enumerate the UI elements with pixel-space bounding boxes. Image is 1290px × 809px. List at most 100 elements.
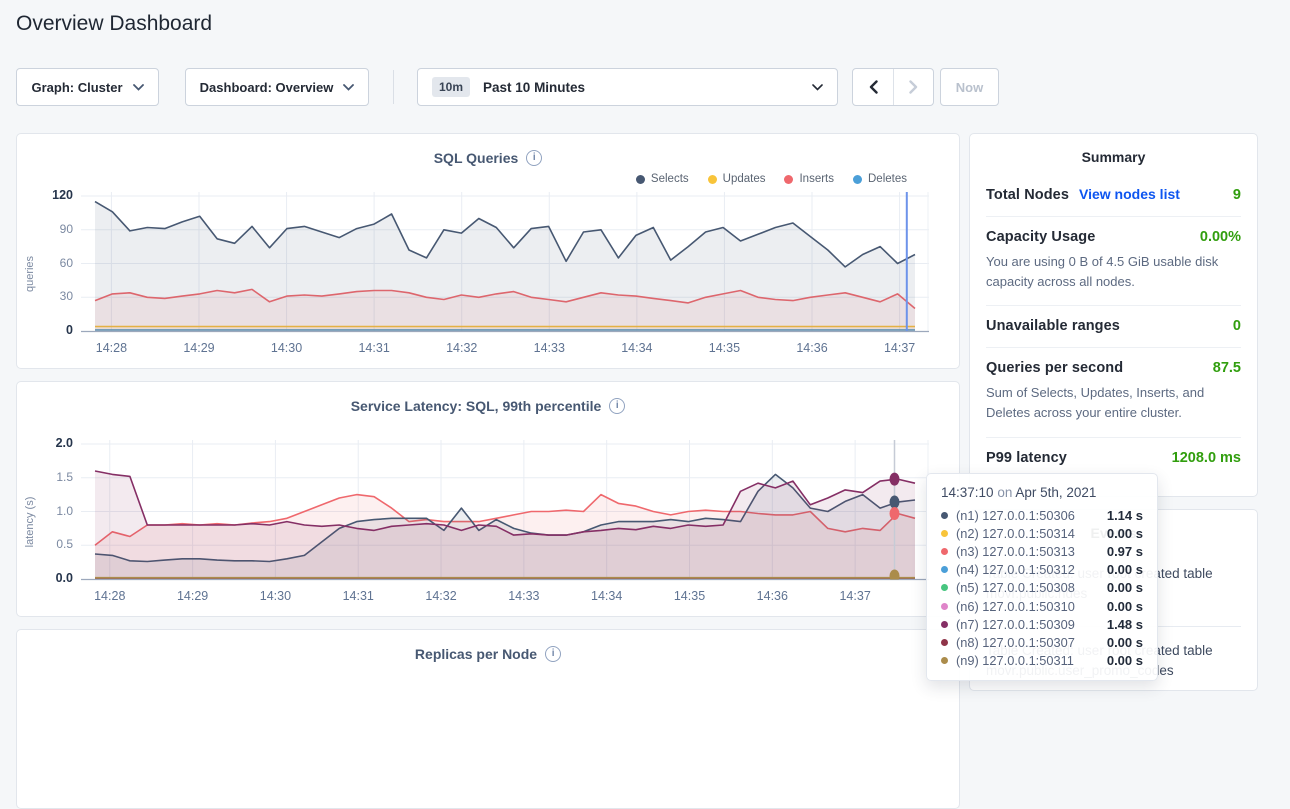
node-color-dot-icon: [941, 566, 948, 573]
tooltip-node-address: (n6) 127.0.0.1:50310: [956, 599, 1075, 614]
legend-label: Inserts: [799, 173, 834, 185]
service-latency-panel: Service Latency: SQL, 99th percentile i …: [16, 381, 960, 617]
tooltip-row: (n9) 127.0.0.1:50311 0.00 s: [941, 652, 1143, 670]
chart-title: Service Latency: SQL, 99th percentile: [351, 398, 602, 414]
y-tick-label: 30: [60, 289, 73, 303]
tooltip-row: (n8) 127.0.0.1:503070.00 s: [941, 633, 1143, 651]
y-tick-label: 60: [60, 256, 73, 270]
y-tick-label: 0.0: [56, 571, 73, 585]
toolbar-divider: [393, 70, 394, 104]
summary-value: 1208.0 ms: [1172, 450, 1241, 466]
x-tick-label: 14:36: [796, 341, 827, 355]
dashboard-body: SQL Queries i Selects Updates Inserts Delet…: [16, 133, 1258, 809]
tooltip-node-address: (n9) 127.0.0.1:50311: [956, 653, 1074, 668]
graph-dropdown[interactable]: Graph: Cluster: [16, 68, 159, 106]
x-tick-label: 14:37: [884, 341, 915, 355]
node-color-dot-icon: [941, 639, 948, 646]
chart-tooltip: 14:37:10 on Apr 5th, 2021 (n1) 127.0.0.1…: [926, 473, 1158, 681]
x-tick-label: 14:33: [534, 341, 565, 355]
x-tick-label: 14:33: [508, 589, 539, 603]
tooltip-node-latency: 1.48 s: [1107, 617, 1143, 632]
x-tick-label: 14:36: [757, 589, 788, 603]
summary-panel: Summary Total Nodes View nodes list 9 Capac…: [969, 133, 1258, 497]
legend-dot-icon: [708, 175, 717, 184]
tooltip-node-latency: 0.00 s: [1107, 580, 1143, 595]
summary-label: Unavailable ranges: [986, 318, 1120, 334]
time-range-selector[interactable]: 10m Past 10 Minutes: [417, 68, 838, 106]
summary-value: 9: [1233, 187, 1241, 203]
info-icon[interactable]: i: [545, 646, 561, 662]
sql-queries-plot[interactable]: 14:2814:2914:3014:3114:3214:3314:3414:35…: [81, 188, 929, 360]
info-icon[interactable]: i: [526, 150, 542, 166]
tooltip-date: Apr 5th, 2021: [1015, 485, 1096, 500]
x-tick-label: 14:37: [839, 589, 870, 603]
info-icon[interactable]: i: [609, 398, 625, 414]
legend-label: Deletes: [868, 173, 907, 185]
x-tick-label: 14:28: [96, 341, 127, 355]
summary-description: You are using 0 B of 4.5 GiB usable disk…: [986, 252, 1241, 292]
tooltip-node-address: (n5) 127.0.0.1:50308: [956, 580, 1075, 595]
tooltip-node-address: (n7) 127.0.0.1:50309: [956, 617, 1075, 632]
x-tick-label: 14:32: [425, 589, 456, 603]
summary-label: Total Nodes: [986, 187, 1069, 203]
tooltip-row: (n1) 127.0.0.1:503061.14 s: [941, 506, 1143, 524]
time-range-label: Past 10 Minutes: [483, 80, 585, 95]
tooltip-node-latency: 1.14 s: [1107, 508, 1143, 523]
y-tick-label: 120: [52, 188, 73, 202]
tooltip-row: (n5) 127.0.0.1:50308 0.00 s: [941, 579, 1143, 597]
x-tick-label: 14:29: [183, 341, 214, 355]
summary-value: 0.00%: [1200, 229, 1241, 245]
tooltip-time: 14:37:10: [941, 485, 994, 500]
replicas-per-node-panel: Replicas per Node i: [16, 629, 960, 809]
tooltip-node-latency: 0.00 s: [1107, 526, 1143, 541]
summary-row: Unavailable ranges 0: [986, 305, 1241, 347]
tooltip-node-latency: 0.97 s: [1107, 544, 1143, 559]
charts-column: SQL Queries i Selects Updates Inserts Delet…: [16, 133, 960, 809]
service-latency-plot[interactable]: 14:2814:2914:3014:3114:3214:3314:3414:35…: [81, 436, 929, 608]
x-tick-label: 14:31: [343, 589, 374, 603]
time-prev-button[interactable]: [853, 69, 893, 105]
summary-value: 0: [1233, 318, 1241, 334]
tooltip-node-latency: 0.00 s: [1107, 653, 1143, 668]
tooltip-node-latency: 0.00 s: [1107, 562, 1143, 577]
legend-item-updates[interactable]: Updates: [708, 173, 766, 185]
y-axis-ticks: 0306090120: [37, 188, 81, 340]
legend-item-selects[interactable]: Selects: [636, 173, 689, 185]
x-tick-label: 14:34: [621, 341, 652, 355]
tooltip-timestamp: 14:37:10 on Apr 5th, 2021: [941, 485, 1143, 500]
x-tick-label: 14:28: [94, 589, 125, 603]
legend-label: Selects: [651, 173, 689, 185]
x-tick-label: 14:35: [709, 341, 740, 355]
x-axis-ticks: 14:2814:2914:3014:3114:3214:3314:3414:35…: [81, 341, 929, 359]
node-color-dot-icon: [941, 603, 948, 610]
x-tick-label: 14:29: [177, 589, 208, 603]
y-tick-label: 1.5: [56, 470, 73, 484]
time-next-button[interactable]: [893, 69, 933, 105]
legend-item-inserts[interactable]: Inserts: [784, 173, 834, 185]
tooltip-node-address: (n3) 127.0.0.1:50313: [956, 544, 1075, 559]
time-step-buttons: [852, 68, 934, 106]
y-tick-label: 90: [60, 222, 73, 236]
chart-title: Replicas per Node: [415, 646, 537, 662]
legend-dot-icon: [636, 175, 645, 184]
x-tick-label: 14:30: [260, 589, 291, 603]
dashboard-dropdown[interactable]: Dashboard: Overview: [185, 68, 369, 106]
chart-title-row: Replicas per Node i: [17, 630, 959, 664]
node-color-dot-icon: [941, 512, 948, 519]
chart-title-row: SQL Queries i: [17, 134, 959, 168]
summary-title: Summary: [986, 134, 1241, 174]
tooltip-row: (n7) 127.0.0.1:50309 1.48 s: [941, 615, 1143, 633]
page-title: Overview Dashboard: [16, 12, 212, 36]
now-button[interactable]: Now: [940, 68, 999, 106]
chart-legend: Selects Updates Inserts Deletes: [17, 170, 959, 188]
tooltip-node-latency: 0.00 s: [1107, 635, 1143, 650]
chevron-down-icon: [343, 84, 354, 91]
chart-title: SQL Queries: [434, 150, 519, 166]
chevron-left-icon: [869, 80, 878, 94]
y-axis-ticks: 0.00.51.01.52.0: [37, 436, 81, 588]
summary-label: Capacity Usage: [986, 229, 1095, 245]
x-tick-label: 14:32: [446, 341, 477, 355]
view-nodes-list-link[interactable]: View nodes list: [1079, 186, 1180, 202]
chevron-right-icon: [909, 80, 918, 94]
legend-item-deletes[interactable]: Deletes: [853, 173, 907, 185]
